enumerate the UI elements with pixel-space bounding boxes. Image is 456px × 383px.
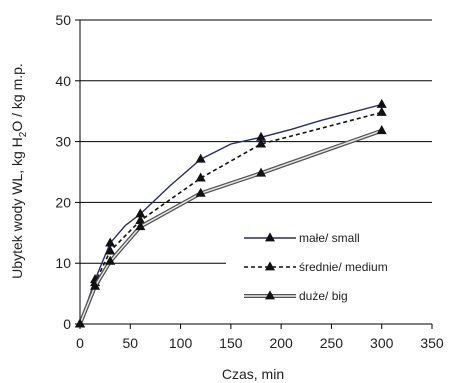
x-tick-label-300: 300	[370, 335, 394, 351]
series-3-point-5	[195, 187, 206, 197]
series-1	[75, 98, 387, 328]
y-axis-title-suffix: O / kg m.p.	[9, 63, 25, 131]
series-1-point-5	[195, 153, 206, 163]
x-axis-title: Czas, min	[222, 366, 284, 382]
y-axis-title-subscript: 2	[18, 131, 29, 137]
series-2-point-7	[376, 106, 387, 116]
legend: małe/ small średnie/ medium duże/ big	[226, 224, 438, 306]
series-3-point-7	[376, 125, 387, 135]
y-tick-label-10: 10	[55, 255, 71, 271]
x-tick-label-200: 200	[269, 335, 293, 351]
series-1-point-4	[135, 208, 146, 218]
series-1-point-7	[376, 98, 387, 108]
y-tick-label-0: 0	[63, 316, 71, 332]
series-3	[75, 125, 387, 328]
series-3-point-2	[90, 280, 101, 290]
legend-label-3: duże/ big	[299, 289, 348, 303]
series-2-point-6	[256, 138, 267, 148]
x-tick-label-350: 350	[420, 335, 444, 351]
legend-marker-2	[265, 261, 275, 271]
y-axis-title: Ubytek wody WL, kg H2O / kg m.p.	[9, 63, 29, 279]
series-3-point-3	[105, 255, 116, 265]
y-tick-label-30: 30	[55, 134, 71, 150]
series-2-point-4	[135, 215, 146, 225]
x-tick-label-0: 0	[76, 335, 84, 351]
x-tick-label-150: 150	[219, 335, 243, 351]
series-1-point-6	[256, 131, 267, 141]
y-tick-label-40: 40	[55, 73, 71, 89]
series-3-point-1	[75, 318, 85, 328]
legend-marker-1	[265, 232, 275, 242]
series-group	[75, 98, 387, 328]
series-2-point-3	[105, 245, 116, 255]
series-3-point-6	[256, 167, 267, 177]
legend-marker-3	[265, 290, 275, 300]
y-tick-label-20: 20	[55, 194, 71, 210]
x-tick-label-50: 50	[122, 335, 138, 351]
tick-labels: 0 10 20 30 40 50 0 50 100 150 200 250 300 350	[55, 12, 443, 351]
legend-label-2: średnie/ medium	[299, 260, 388, 274]
x-tick-label-100: 100	[169, 335, 193, 351]
x-tick-label-250: 250	[320, 335, 344, 351]
series-3-point-4	[135, 221, 146, 231]
axes	[75, 19, 433, 329]
y-axis-title-prefix: Ubytek wody WL, kg H	[9, 137, 25, 279]
y-tick-label-50: 50	[55, 12, 71, 28]
series-2-point-5	[195, 172, 206, 182]
legend-label-1: małe/ small	[299, 231, 360, 245]
series-1-point-3	[105, 237, 116, 247]
